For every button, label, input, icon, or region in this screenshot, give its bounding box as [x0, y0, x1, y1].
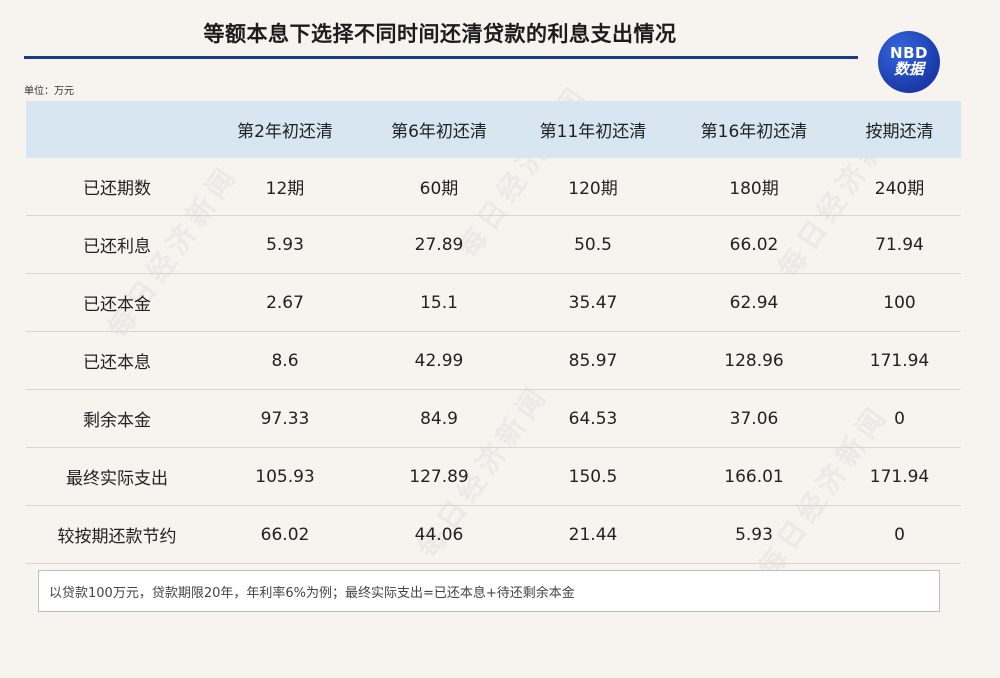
logo-text-data: 数据 — [893, 60, 924, 78]
table-cell: 12期 — [265, 179, 305, 199]
table-cell: 71.94 — [875, 234, 924, 255]
table-cell: 62.94 — [729, 292, 779, 313]
table-row: 已还利息 5.93 27.89 50.5 66.02 71.94 — [26, 216, 961, 274]
table-cell: 171.94 — [869, 466, 930, 487]
table-cell: 166.01 — [724, 466, 784, 487]
table-cell: 0 — [894, 524, 905, 545]
table-cell: 66.02 — [260, 524, 310, 545]
table-cell: 35.47 — [568, 292, 618, 313]
column-header: 第11年初还清 — [539, 122, 647, 142]
data-table: 第2年初还清 第6年初还清 第11年初还清 第16年初还清 按期还清已还期数 12期 60期… — [26, 101, 961, 564]
title-rule — [24, 56, 858, 59]
table-row: 较按期还款节约 66.02 44.06 21.44 5.93 0 — [26, 506, 961, 564]
table-cell: 120期 — [568, 179, 618, 199]
table-cell: 27.89 — [414, 234, 464, 255]
table-cell: 44.06 — [414, 524, 464, 545]
table-cell: 37.06 — [729, 408, 779, 429]
table-cell: 66.02 — [729, 234, 779, 255]
table-cell: 60期 — [419, 179, 459, 199]
column-header: 按期还清 — [865, 122, 934, 142]
table-header-row: 第2年初还清 第6年初还清 第11年初还清 第16年初还清 按期还清 — [26, 101, 961, 158]
table-row: 已还本金 2.67 15.1 35.47 62.94 100 — [26, 274, 961, 332]
row-label: 已还本金 — [83, 295, 151, 315]
table-cell: 84.9 — [420, 408, 458, 429]
table-cell: 180期 — [729, 179, 779, 199]
row-label: 最终实际支出 — [66, 469, 168, 489]
table-row: 已还本息 8.6 42.99 85.97 128.96 171.94 — [26, 332, 961, 390]
table-cell: 171.94 — [869, 350, 930, 371]
table-cell: 2.67 — [266, 292, 304, 313]
chart-title: 等额本息下选择不同时间还清贷款的利息支出情况 — [203, 22, 677, 46]
column-header: 第2年初还清 — [237, 122, 333, 142]
table-cell: 97.33 — [260, 408, 310, 429]
table-cell: 128.96 — [724, 350, 784, 371]
row-label: 已还利息 — [83, 237, 151, 257]
table-row: 最终实际支出 105.93 127.89 150.5 166.01 171.94 — [26, 448, 961, 506]
footnote: 以贷款100万元，贷款期限20年，年利率6%为例；最终实际支出=已还本息+待还剩… — [38, 570, 940, 612]
table-cell: 64.53 — [568, 408, 618, 429]
nbd-logo: NBD 数据 — [878, 31, 940, 93]
table-cell: 85.97 — [568, 350, 618, 371]
table-cell: 100 — [883, 292, 916, 313]
row-label: 已还期数 — [83, 179, 151, 199]
table-cell: 21.44 — [568, 524, 618, 545]
table-cell: 0 — [894, 408, 905, 429]
column-header: 第6年初还清 — [391, 122, 487, 142]
table-cell: 8.6 — [271, 350, 299, 371]
table-cell: 150.5 — [568, 466, 618, 487]
table-cell: 50.5 — [574, 234, 612, 255]
table-cell: 5.93 — [266, 234, 304, 255]
table-row: 已还期数 12期 60期 120期 180期 240期 — [26, 158, 961, 216]
unit-label: 单位：万元 — [24, 86, 74, 97]
logo-text-nbd: NBD — [890, 44, 928, 63]
row-label: 已还本息 — [83, 353, 151, 373]
table-cell: 15.1 — [420, 292, 458, 313]
table-cell: 5.93 — [735, 524, 773, 545]
table-cell: 240期 — [874, 179, 925, 199]
column-header: 第16年初还清 — [700, 122, 808, 142]
row-label: 剩余本金 — [83, 411, 151, 431]
table-cell: 105.93 — [255, 466, 315, 487]
table-cell: 127.89 — [409, 466, 469, 487]
row-label: 较按期还款节约 — [57, 527, 177, 547]
footnote-text: 以贷款100万元，贷款期限20年，年利率6%为例；最终实际支出=已还本息+待还剩… — [49, 585, 575, 601]
table-row: 剩余本金 97.33 84.9 64.53 37.06 0 — [26, 390, 961, 448]
table-cell: 42.99 — [414, 350, 464, 371]
